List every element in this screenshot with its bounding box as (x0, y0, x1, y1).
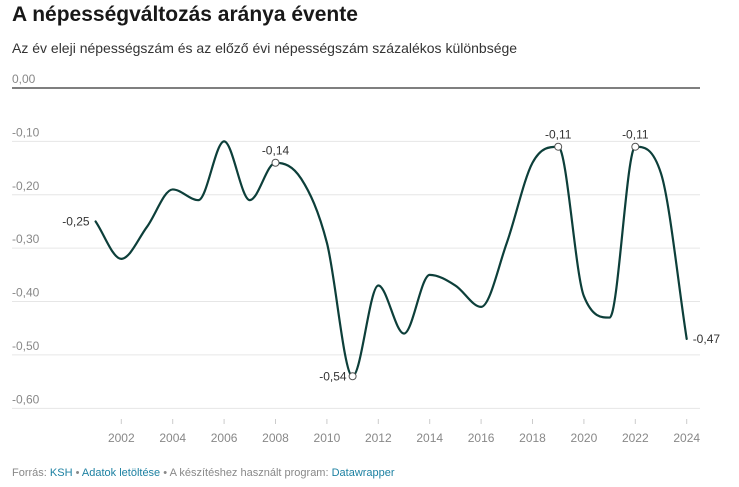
annotation-marker (271, 158, 280, 167)
annotations: -0,25 -0,14 -0,54 -0,11 -0,11 -0,47 (62, 128, 720, 384)
datawrapper-link[interactable]: Datawrapper (331, 467, 395, 479)
chart-subtitle: Az év eleji népességszám és az előző évi… (12, 40, 518, 56)
x-tick-label: 2004 (159, 431, 186, 445)
x-tick-label: 2022 (622, 431, 649, 445)
annotation-marker (554, 142, 563, 151)
x-tick-label: 2012 (365, 431, 392, 445)
y-tick-label: -0,60 (12, 392, 40, 406)
data-label: -0,11 (622, 128, 649, 142)
data-label: -0,11 (545, 128, 572, 142)
line-chart: 0,00-0,10-0,20-0,30-0,40-0,50-0,60 2002 2… (12, 72, 720, 445)
data-label: -0,25 (62, 214, 90, 228)
x-tick-label: 2018 (519, 431, 546, 445)
annotation-marker (348, 372, 357, 381)
x-tick-label: 2008 (262, 431, 289, 445)
x-tick-label: 2014 (416, 431, 443, 445)
source-link[interactable]: KSH (49, 467, 73, 479)
data-label: -0,54 (319, 369, 347, 383)
x-axis-ticks: 2002 2004 2006 2008 2010 2012 2014 2016 2018 2020… (108, 419, 700, 445)
x-tick-label: 2010 (314, 431, 341, 445)
y-tick-label: -0,30 (12, 232, 40, 246)
series-line (94, 140, 688, 378)
download-data-link[interactable]: Adatok letöltése (81, 467, 161, 479)
x-tick-label: 2002 (108, 431, 135, 445)
y-tick-label: -0,10 (12, 125, 40, 139)
footer: Forrás: KSH • Adatok letöltése • A készí… (12, 467, 395, 479)
y-tick-label: 0,00 (12, 72, 36, 86)
data-label: -0,47 (693, 332, 721, 346)
footer-separator: • (163, 467, 168, 479)
y-tick-label: -0,20 (12, 179, 40, 193)
data-label: -0,14 (262, 144, 290, 158)
x-tick-label: 2024 (673, 431, 700, 445)
x-tick-label: 2006 (211, 431, 238, 445)
y-tick-label: -0,40 (12, 286, 40, 300)
chart-title: A népességváltozás aránya évente (12, 3, 358, 26)
program-prefix: A készítéshez használt program: (169, 467, 329, 479)
annotation-marker (631, 142, 640, 151)
x-tick-label: 2016 (468, 431, 495, 445)
source-prefix: Forrás: (12, 467, 47, 479)
grid-layer (12, 87, 700, 409)
y-tick-label: -0,50 (12, 339, 40, 353)
footer-separator: • (75, 467, 80, 479)
y-axis-ticks: 0,00 -0,10 -0,20 -0,30 -0,40 -0,50 -0,60 (12, 72, 40, 406)
x-tick-label: 2020 (571, 431, 598, 445)
